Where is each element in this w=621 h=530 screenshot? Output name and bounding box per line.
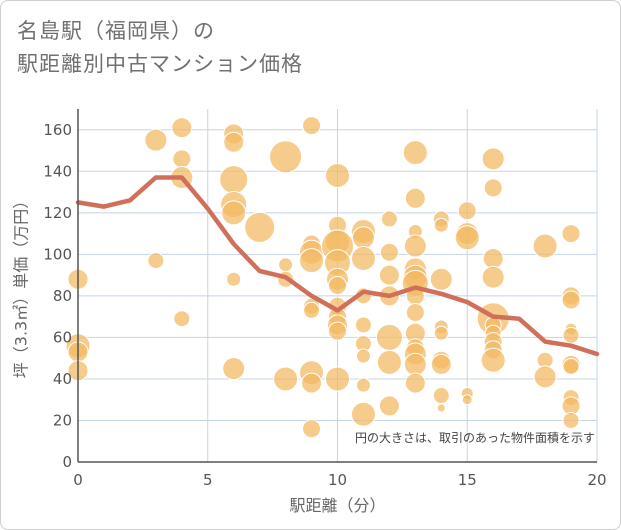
bubble-point — [325, 162, 350, 188]
x-tick-label: 0 — [73, 471, 83, 489]
chart-title-line1: 名島駅（福岡県）の — [17, 19, 215, 43]
bubble-point — [278, 257, 294, 273]
bubble-point — [483, 178, 503, 198]
bubble-point — [380, 210, 398, 228]
bubble-point — [379, 242, 399, 262]
bubble-point — [429, 267, 453, 291]
bubble-point — [269, 140, 303, 174]
x-axis-label: 駅距離（分） — [289, 496, 385, 515]
bubble-point — [299, 248, 325, 274]
bubble-series — [65, 116, 581, 439]
axes — [77, 109, 597, 463]
bubble-point — [480, 347, 506, 373]
bubble-point — [432, 387, 450, 405]
chart-title-line2: 駅距離別中古マンション価格 — [17, 52, 303, 76]
bubble-point — [226, 271, 242, 287]
bubble-point — [221, 200, 247, 226]
bubble-point — [378, 395, 400, 417]
bubble-point — [144, 128, 168, 152]
bubble-point — [222, 357, 246, 381]
bubble-point — [303, 301, 321, 319]
bubble-point — [561, 224, 581, 244]
bubble-point — [404, 372, 426, 394]
bubble-point — [147, 252, 165, 270]
size-note: 円の大きさは、取引のあった物件面積を示す — [355, 430, 595, 445]
y-tick-label: 140 — [43, 162, 72, 180]
bubble-point — [375, 323, 403, 351]
x-tick-label: 15 — [458, 471, 477, 489]
bubble-point — [355, 348, 371, 364]
bubble-point — [301, 372, 323, 394]
bubble-point — [219, 165, 249, 195]
bubble-point — [325, 366, 350, 392]
bubble-point — [328, 321, 347, 341]
bubble-point — [302, 116, 322, 136]
y-axis-label: 坪（3.3㎡）単価（万円） — [12, 193, 31, 378]
y-tick-label: 20 — [53, 411, 72, 429]
bubble-point — [172, 149, 192, 169]
bubble-point — [273, 366, 299, 392]
bubble-point — [403, 234, 427, 258]
y-tick-label: 0 — [62, 453, 72, 471]
bubble-point — [244, 211, 276, 243]
bubble-point — [481, 265, 505, 289]
bubble-point — [376, 349, 402, 375]
bubble-point — [457, 201, 477, 221]
y-tick-label: 60 — [53, 328, 72, 346]
bubble-point — [355, 377, 371, 393]
y-tick-label: 120 — [43, 204, 72, 222]
bubble-point — [562, 326, 580, 344]
bubble-point — [454, 225, 480, 251]
bubble-point — [532, 233, 558, 259]
bubble-point — [461, 394, 473, 406]
y-tick-label: 160 — [43, 121, 72, 139]
bubble-point — [403, 352, 427, 376]
y-tick-label: 80 — [53, 287, 72, 305]
y-tick-label: 40 — [53, 370, 72, 388]
x-tick-label: 20 — [587, 471, 606, 489]
bubble-point — [350, 401, 376, 427]
bubble-point — [562, 357, 580, 375]
bubble-point — [481, 147, 505, 171]
bubble-point — [302, 419, 322, 439]
bubble-point — [328, 276, 347, 295]
x-tick-label: 10 — [328, 471, 347, 489]
bubble-point — [405, 302, 425, 322]
bubble-point — [482, 248, 504, 270]
tick-labels: 0 20 40 60 80 100 120 140 160 0 5 10 15 20 — [43, 121, 606, 489]
y-tick-label: 100 — [43, 245, 72, 263]
bubble-point — [351, 226, 375, 250]
chart-title: 名島駅（福岡県）の 駅距離別中古マンション価格 — [17, 15, 303, 81]
bubble-point — [561, 290, 581, 310]
bubble-point — [378, 264, 400, 286]
bubble-point — [433, 325, 449, 341]
bubble-point — [173, 310, 191, 328]
bubble-point — [354, 316, 372, 334]
bubble-point — [433, 217, 449, 233]
bubble-point — [223, 131, 245, 153]
bubble-point — [562, 411, 580, 429]
bubble-point — [350, 246, 376, 272]
average-price-line — [75, 175, 600, 357]
bubble-point — [436, 403, 446, 413]
bubble-point — [171, 117, 193, 139]
x-tick-label: 5 — [203, 471, 213, 489]
bubble-point — [430, 353, 452, 375]
bubble-point — [402, 140, 428, 166]
bubble-point — [533, 365, 557, 389]
bubble-point — [404, 187, 426, 209]
